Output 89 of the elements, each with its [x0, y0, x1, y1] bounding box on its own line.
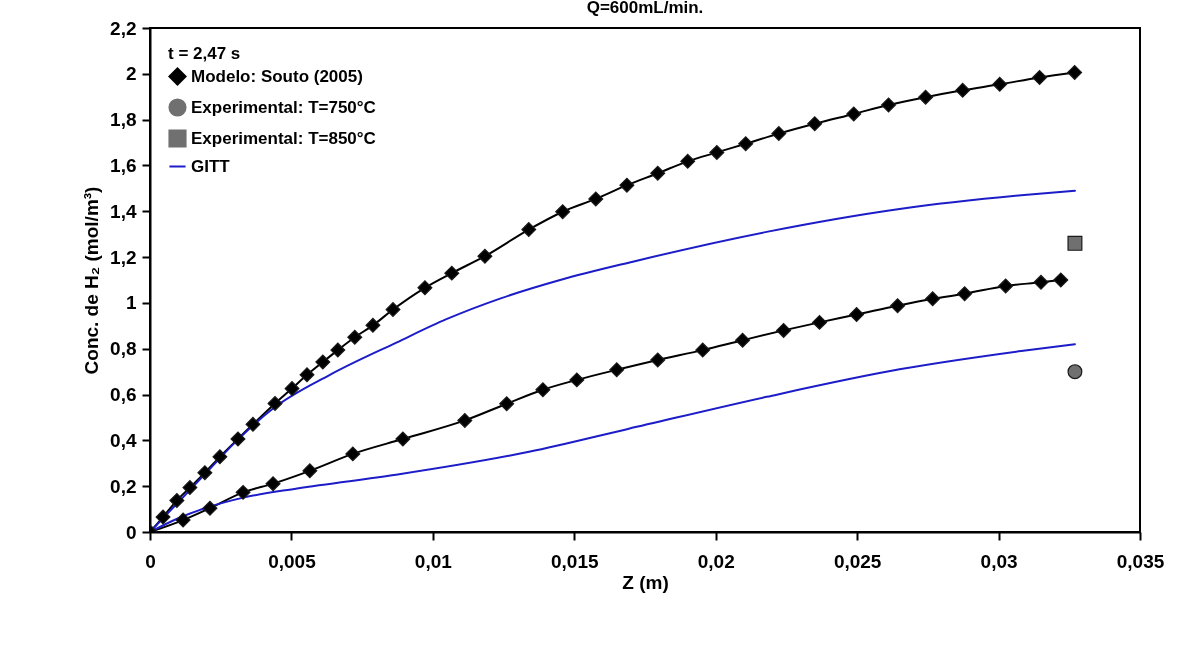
point	[735, 332, 751, 348]
y-axis-title: Conc. de H₂ (mol/m³)	[81, 186, 103, 375]
y-tick-label: 1,2	[110, 246, 137, 268]
point	[175, 512, 191, 528]
y-tick-label: 1,6	[110, 154, 137, 176]
point	[890, 298, 906, 314]
chart-title: Q=600mL/min.	[586, 0, 704, 17]
point	[284, 381, 300, 397]
point	[771, 126, 787, 142]
legend-label: Experimental: T=850°C	[191, 128, 376, 148]
point	[267, 395, 283, 411]
point	[245, 416, 261, 432]
x-tick-label: 0,02	[697, 550, 735, 572]
point	[738, 136, 754, 152]
legend-label: GITT	[191, 156, 231, 176]
point	[299, 367, 315, 383]
point	[169, 492, 185, 508]
point	[1067, 64, 1083, 80]
point	[1053, 272, 1069, 288]
point	[846, 106, 862, 122]
x-tick-label: 0,015	[551, 550, 599, 572]
x-tick-label: 0,03	[980, 550, 1018, 572]
point	[609, 362, 625, 378]
point	[619, 177, 635, 193]
point	[444, 265, 460, 281]
x-tick-label: 0,005	[268, 550, 317, 572]
point	[385, 302, 401, 318]
point	[265, 476, 281, 492]
point	[812, 314, 828, 330]
y-tick-label: 0,2	[110, 475, 137, 497]
point	[302, 463, 318, 479]
point	[212, 449, 228, 465]
point	[925, 291, 941, 307]
point	[650, 165, 666, 181]
point	[457, 412, 473, 428]
point	[709, 144, 725, 160]
point	[992, 76, 1008, 92]
point	[315, 354, 331, 370]
point	[521, 222, 537, 238]
point	[182, 480, 198, 496]
point	[477, 248, 493, 264]
point	[1067, 364, 1083, 380]
legend-title: t = 2,47 s	[168, 44, 241, 63]
point	[535, 382, 551, 398]
legend-label: Experimental: T=750°C	[191, 97, 376, 117]
x-tick-label: 0,035	[1116, 550, 1165, 572]
point	[202, 500, 218, 516]
point	[955, 82, 971, 98]
point	[776, 322, 792, 338]
point	[680, 153, 696, 169]
x-tick-label: 0,025	[833, 550, 882, 572]
point	[1032, 69, 1048, 85]
y-tick-label: 0,4	[110, 429, 137, 451]
x-axis-title: Z (m)	[622, 571, 669, 593]
point	[569, 372, 585, 388]
y-tick-label: 1	[125, 292, 137, 314]
y-tick-label: 2,2	[110, 17, 137, 39]
y-tick-label: 0,6	[110, 384, 137, 406]
y-tick-label: 2	[125, 63, 137, 85]
point	[1033, 274, 1049, 290]
x-tick-label: 0	[145, 550, 156, 572]
legend-label: Modelo: Souto (2005)	[191, 66, 363, 86]
y-tick-label: 0,8	[110, 338, 137, 360]
y-tick-label: 0	[125, 521, 137, 543]
point	[1067, 235, 1083, 251]
point	[330, 342, 346, 358]
point	[230, 431, 246, 447]
point	[807, 116, 823, 132]
point	[365, 317, 381, 333]
point	[155, 509, 171, 525]
point	[881, 97, 897, 113]
point	[499, 396, 515, 412]
y-tick-label: 1,8	[110, 109, 137, 131]
point	[695, 342, 711, 358]
point	[918, 89, 934, 105]
point	[345, 446, 361, 462]
point	[849, 307, 865, 323]
point	[417, 280, 433, 296]
x-tick-label: 0,01	[414, 550, 453, 572]
point	[347, 329, 363, 345]
point	[957, 286, 973, 302]
point	[650, 352, 666, 368]
point	[555, 204, 571, 220]
point	[235, 484, 251, 500]
point	[395, 431, 411, 447]
point	[588, 191, 604, 207]
point	[197, 465, 213, 481]
y-tick-label: 1,4	[110, 200, 137, 222]
point	[998, 278, 1014, 294]
